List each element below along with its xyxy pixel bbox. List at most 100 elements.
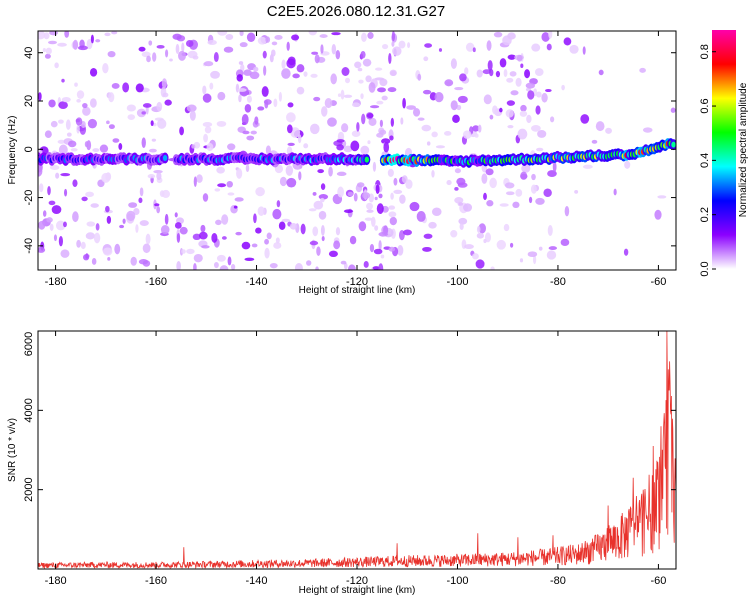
noise-blob — [38, 220, 46, 230]
noise-blob — [227, 192, 235, 196]
noise-blob — [57, 139, 66, 144]
noise-blob — [389, 135, 394, 141]
noise-blob — [407, 42, 411, 49]
noise-blob — [264, 247, 270, 259]
noise-blob — [547, 225, 553, 236]
noise-blob — [82, 102, 88, 109]
noise-blob — [102, 247, 113, 256]
noise-blob — [340, 260, 347, 265]
noise-blob — [503, 223, 510, 232]
colorbar: 0.0 0.2 0.4 0.6 0.8 Normalized spectral ampl… — [699, 30, 749, 277]
colorbar-ticks: 0.0 0.2 0.4 0.6 0.8 — [699, 44, 716, 277]
noise-blob — [246, 32, 256, 43]
noise-blob — [450, 229, 458, 238]
noise-blob — [378, 240, 382, 251]
noise-blob — [278, 91, 282, 102]
noise-blob — [48, 200, 56, 206]
noise-blob — [368, 117, 377, 126]
noise-blob — [371, 216, 376, 227]
spectrogram-y-axis: -40 -20 0 20 40 — [23, 47, 676, 254]
noise-blob — [202, 122, 213, 128]
noise-blob — [536, 147, 544, 152]
noise-blob — [546, 250, 557, 260]
noise-blob — [172, 33, 182, 40]
noise-blob — [99, 144, 109, 153]
noise-blob — [582, 46, 586, 55]
noise-blob — [58, 235, 63, 247]
colorbar-tick-label: 0.4 — [699, 153, 711, 168]
noise-blob — [336, 171, 347, 176]
noise-blob — [412, 107, 421, 117]
noise-blob — [281, 59, 286, 70]
noise-blob — [237, 88, 247, 92]
noise-blob — [390, 192, 394, 200]
noise-blob — [179, 226, 188, 235]
noise-blob — [336, 144, 344, 151]
noise-blob — [351, 102, 361, 108]
noise-blob — [462, 130, 472, 139]
noise-blob — [373, 248, 383, 255]
noise-blob — [66, 132, 72, 137]
noise-blob — [42, 48, 46, 53]
noise-blob — [298, 171, 302, 181]
noise-blob — [343, 145, 353, 153]
noise-blob — [399, 194, 406, 204]
noise-blob — [343, 262, 348, 270]
noise-blob — [574, 190, 579, 194]
noise-blob — [485, 168, 494, 176]
noise-blob — [337, 131, 345, 142]
noise-blob — [239, 42, 248, 48]
noise-blob — [138, 46, 146, 52]
noise-blob — [273, 98, 278, 108]
noise-blob — [363, 261, 369, 268]
noise-blob — [246, 95, 252, 103]
noise-blob — [84, 141, 89, 148]
noise-blob — [320, 183, 326, 191]
noise-blob — [241, 114, 249, 125]
noise-blob — [133, 208, 140, 215]
noise-blob — [192, 233, 201, 241]
noise-blob — [530, 184, 537, 194]
x-tick-label: -80 — [550, 276, 566, 288]
noise-blob — [160, 224, 170, 235]
noise-blob — [391, 31, 396, 42]
noise-blob — [374, 196, 378, 201]
noise-blob — [353, 192, 358, 202]
noise-blob — [286, 112, 296, 123]
noise-blob — [505, 191, 515, 196]
noise-blob — [343, 209, 354, 214]
noise-blob — [93, 232, 101, 244]
noise-blob — [86, 221, 96, 227]
noise-blob — [164, 99, 172, 106]
noise-blob — [465, 42, 475, 52]
noise-blob — [81, 196, 88, 202]
y-tick-label: -40 — [23, 238, 35, 254]
noise-blob — [83, 254, 90, 261]
noise-blob — [209, 82, 214, 90]
noise-blob — [423, 56, 429, 62]
noise-blob — [452, 114, 460, 124]
noise-blob — [202, 85, 207, 95]
noise-blob — [76, 98, 81, 103]
noise-blob — [546, 43, 552, 51]
spectrogram-panel: -180 -160 -140 -120 -100 -80 -60 -40 -20 0 20 40 H… — [7, 30, 677, 296]
noise-blob — [292, 73, 300, 79]
noise-blob — [46, 217, 53, 223]
noise-blob — [135, 83, 144, 93]
noise-blob — [221, 236, 227, 240]
noise-blob — [435, 145, 446, 149]
noise-blob — [337, 186, 344, 198]
noise-blob — [272, 208, 282, 220]
snr-x-label: Height of straight line (km) — [299, 585, 416, 596]
noise-blob — [128, 202, 138, 208]
noise-blob — [138, 259, 149, 265]
noise-blob — [331, 43, 337, 55]
noise-blob — [153, 170, 163, 174]
noise-blob — [311, 51, 319, 55]
noise-blob — [240, 64, 245, 72]
noise-blob — [341, 67, 350, 76]
noise-blob — [76, 90, 85, 99]
noise-blob — [202, 93, 212, 103]
noise-blob — [47, 186, 51, 196]
